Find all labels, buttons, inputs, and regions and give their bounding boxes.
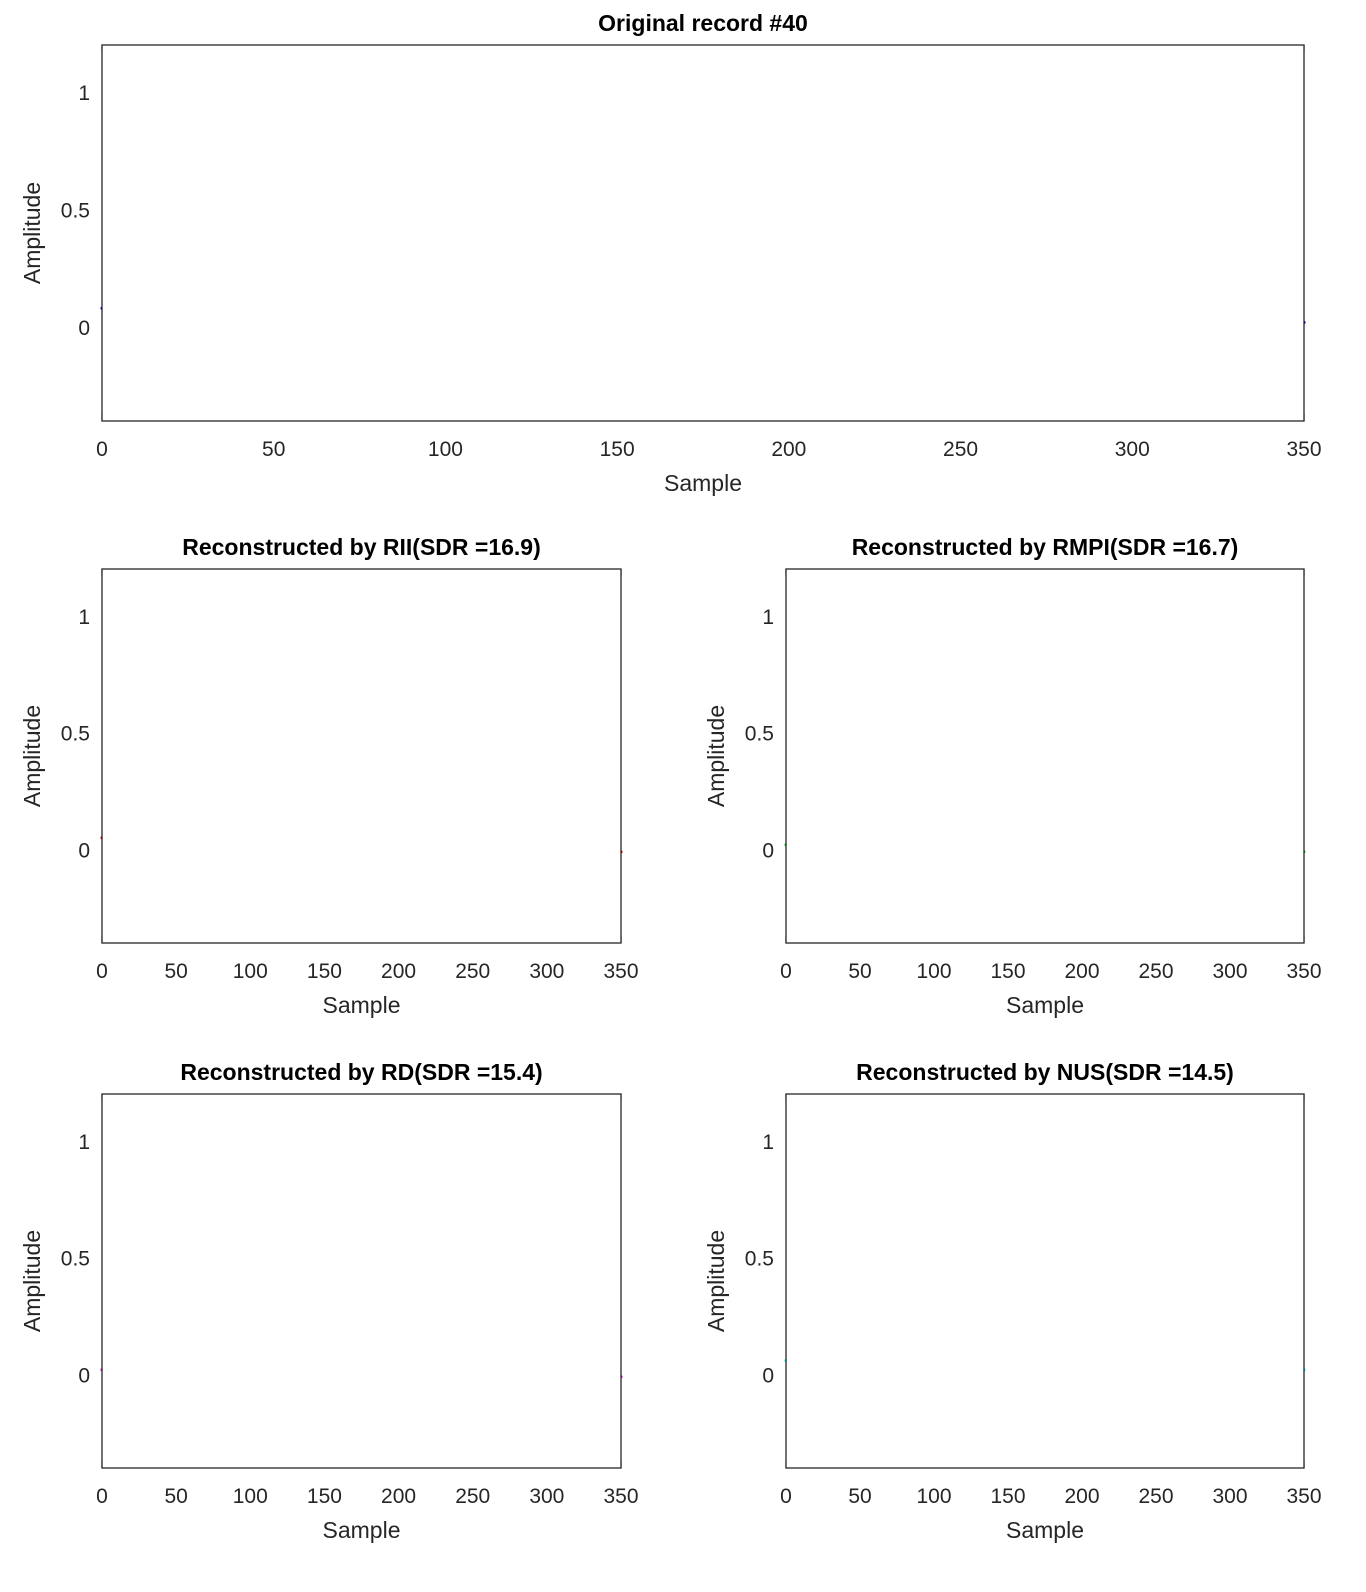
x-tick-label: 50 [848,960,871,983]
chart-title: Reconstructed by NUS(SDR =14.5) [856,1059,1234,1085]
x-tick-label: 200 [381,1485,416,1508]
y-tick-label: 1 [78,1131,90,1154]
y-tick-label: 0 [762,1365,774,1388]
x-tick-label: 250 [943,438,978,461]
x-axis-label: Sample [664,470,742,496]
chart-rd: 0 50 100 150 200 250 300 350 0 0.5 1 Reconstructed … [19,1059,639,1543]
chart-title: Reconstructed by RII(SDR =16.9) [182,534,541,560]
x-axis-label: Sample [323,992,401,1018]
y-tick-label: 1 [762,1131,774,1154]
axes-frame [101,1093,622,1469]
chart-title: Reconstructed by RD(SDR =15.4) [180,1059,542,1085]
x-tick-label: 250 [455,1485,490,1508]
x-tick-label: 350 [603,1485,638,1508]
chart-title: Reconstructed by RMPI(SDR =16.7) [852,534,1239,560]
chart-nus: 0 50 100 150 200 250 300 350 0 0.5 1 Reconstructed … [703,1059,1322,1543]
axes-frame [785,1093,1305,1469]
x-axis-label: Sample [1006,1517,1084,1543]
x-tick-label: 150 [990,960,1025,983]
x-tick-label: 0 [96,438,108,461]
chart-original: 0 50 100 150 200 250 300 350 0 0.5 1 Original recor… [19,10,1322,496]
y-tick-label: 0.5 [61,1248,90,1271]
chart-rii: 0 50 100 150 200 250 300 350 0 0.5 1 Reconstructed … [19,534,639,1018]
y-tick-label: 0 [762,840,774,863]
x-tick-label: 350 [1286,1485,1321,1508]
x-tick-label: 150 [990,1485,1025,1508]
y-tick-label: 0.5 [61,723,90,746]
x-tick-label: 200 [381,960,416,983]
x-tick-label: 0 [780,1485,792,1508]
x-tick-label: 300 [1115,438,1150,461]
x-tick-label: 100 [233,960,268,983]
axes-frame [785,568,1305,944]
x-tick-label: 250 [1138,1485,1173,1508]
x-tick-label: 150 [600,438,635,461]
x-tick-label: 150 [307,960,342,983]
x-tick-label: 50 [262,438,285,461]
x-axis-label: Sample [1006,992,1084,1018]
x-tick-label: 0 [96,1485,108,1508]
x-tick-label: 50 [164,1485,187,1508]
x-tick-label: 100 [916,1485,951,1508]
y-tick-label: 1 [78,606,90,629]
y-tick-label: 0 [78,1365,90,1388]
x-tick-label: 300 [529,1485,564,1508]
x-tick-label: 250 [1138,960,1173,983]
y-tick-label: 0.5 [745,1248,774,1271]
x-axis-label: Sample [323,1517,401,1543]
y-axis-label: Amplitude [703,1230,729,1332]
y-tick-label: 1 [762,606,774,629]
x-tick-label: 0 [780,960,792,983]
axes-frame [101,44,1305,422]
y-axis-label: Amplitude [19,705,45,807]
x-tick-label: 100 [916,960,951,983]
y-tick-label: 1 [78,82,90,105]
y-tick-label: 0.5 [61,200,90,223]
x-tick-label: 0 [96,960,108,983]
x-tick-label: 350 [603,960,638,983]
axes-frame [101,568,622,944]
x-tick-label: 100 [233,1485,268,1508]
x-tick-label: 200 [1064,1485,1099,1508]
y-axis-label: Amplitude [19,1230,45,1332]
x-tick-label: 250 [455,960,490,983]
x-tick-label: 350 [1286,960,1321,983]
chart-rmpi: 0 50 100 150 200 250 300 350 0 0.5 1 Reconstructed … [703,534,1322,1018]
y-axis-label: Amplitude [19,182,45,284]
x-tick-label: 50 [164,960,187,983]
y-tick-label: 0.5 [745,723,774,746]
x-tick-label: 200 [771,438,806,461]
x-tick-label: 100 [428,438,463,461]
x-tick-label: 300 [1212,960,1247,983]
chart-title: Original record #40 [598,10,808,36]
x-tick-label: 300 [529,960,564,983]
x-tick-label: 150 [307,1485,342,1508]
x-tick-label: 350 [1286,438,1321,461]
x-tick-label: 50 [848,1485,871,1508]
y-tick-label: 0 [78,840,90,863]
x-tick-label: 200 [1064,960,1099,983]
y-tick-label: 0 [78,317,90,340]
y-axis-label: Amplitude [703,705,729,807]
x-tick-label: 300 [1212,1485,1247,1508]
